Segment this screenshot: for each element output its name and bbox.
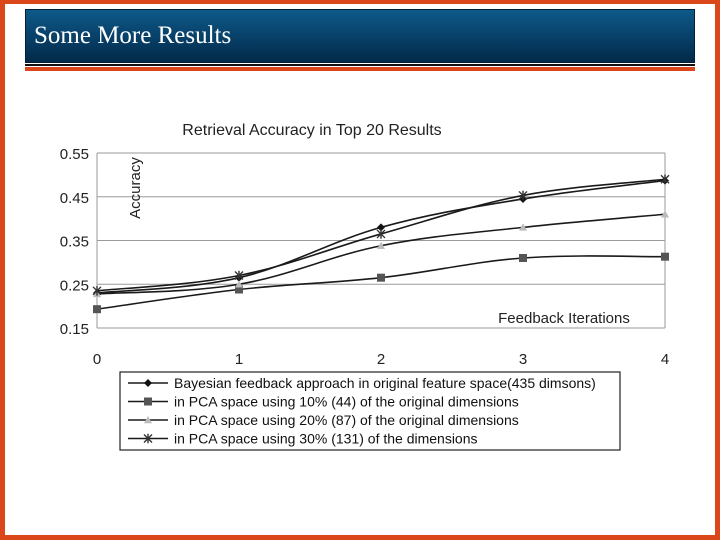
legend-label: in PCA space using 20% (87) of the origi… — [174, 412, 519, 428]
y-axis-label: Accuracy — [127, 157, 144, 219]
diamond-marker — [144, 379, 152, 387]
x-axis-label: Feedback Iterations — [498, 310, 630, 327]
triangle-marker — [519, 223, 527, 231]
square-marker — [519, 254, 527, 262]
triangle-marker — [144, 416, 152, 424]
title-rule-orange — [25, 67, 695, 71]
x-tick-label: 3 — [519, 351, 527, 368]
series-2 — [93, 252, 669, 314]
series-line — [96, 255, 666, 310]
star-marker — [376, 229, 386, 239]
legend-item: in PCA space using 10% (44) of the origi… — [128, 394, 519, 410]
y-tick-label: 0.45 — [60, 190, 89, 207]
series-4 — [92, 174, 670, 296]
title-bar: Some More Results — [25, 9, 695, 63]
title-rule-dark — [25, 64, 695, 66]
y-tick-labels: 0.15 0.25 0.35 0.45 0.55 — [60, 146, 89, 338]
chart-grid — [96, 152, 666, 329]
slide-title: Some More Results — [34, 22, 232, 49]
chart-panel: Retrieval Accuracy in Top 20 Results 0.1… — [32, 110, 688, 465]
legend-box — [119, 371, 621, 451]
square-marker — [661, 252, 669, 261]
triangle-marker — [661, 210, 669, 218]
y-tick-label: 0.15 — [60, 321, 89, 338]
y-tick-label: 0.55 — [60, 146, 89, 163]
diamond-marker — [377, 223, 385, 232]
triangle-marker — [235, 280, 243, 288]
x-tick-labels: 0 1 2 3 4 — [93, 351, 669, 368]
series-layer — [92, 174, 670, 314]
x-tick-label: 4 — [661, 351, 669, 368]
star-marker — [234, 270, 244, 281]
y-tick-label: 0.35 — [60, 234, 89, 251]
x-tick-label: 0 — [93, 351, 101, 368]
legend-item: in PCA space using 30% (131) of the dime… — [128, 431, 478, 447]
legend-label: in PCA space using 10% (44) of the origi… — [174, 394, 519, 410]
x-tick-label: 2 — [377, 351, 385, 368]
legend: Bayesian feedback approach in original f… — [119, 371, 621, 451]
star-marker — [143, 433, 153, 444]
chart-title: Retrieval Accuracy in Top 20 Results — [182, 122, 441, 139]
line-chart: Retrieval Accuracy in Top 20 Results 0.1… — [60, 122, 670, 451]
y-tick-label: 0.25 — [60, 277, 89, 294]
star-marker — [518, 190, 528, 201]
square-marker — [377, 273, 385, 282]
square-marker — [235, 285, 243, 294]
square-marker — [93, 305, 101, 314]
square-marker — [144, 397, 152, 406]
legend-label: Bayesian feedback approach in original f… — [174, 375, 596, 391]
legend-label: in PCA space using 30% (131) of the dime… — [174, 431, 478, 447]
star-marker — [660, 174, 670, 185]
top-border-strip — [0, 0, 720, 4]
series-3 — [93, 210, 669, 298]
legend-item: Bayesian feedback approach in original f… — [128, 375, 596, 391]
legend-item: in PCA space using 20% (87) of the origi… — [128, 412, 519, 428]
x-tick-label: 1 — [235, 351, 243, 368]
star-marker — [92, 286, 102, 296]
triangle-marker — [377, 241, 385, 249]
